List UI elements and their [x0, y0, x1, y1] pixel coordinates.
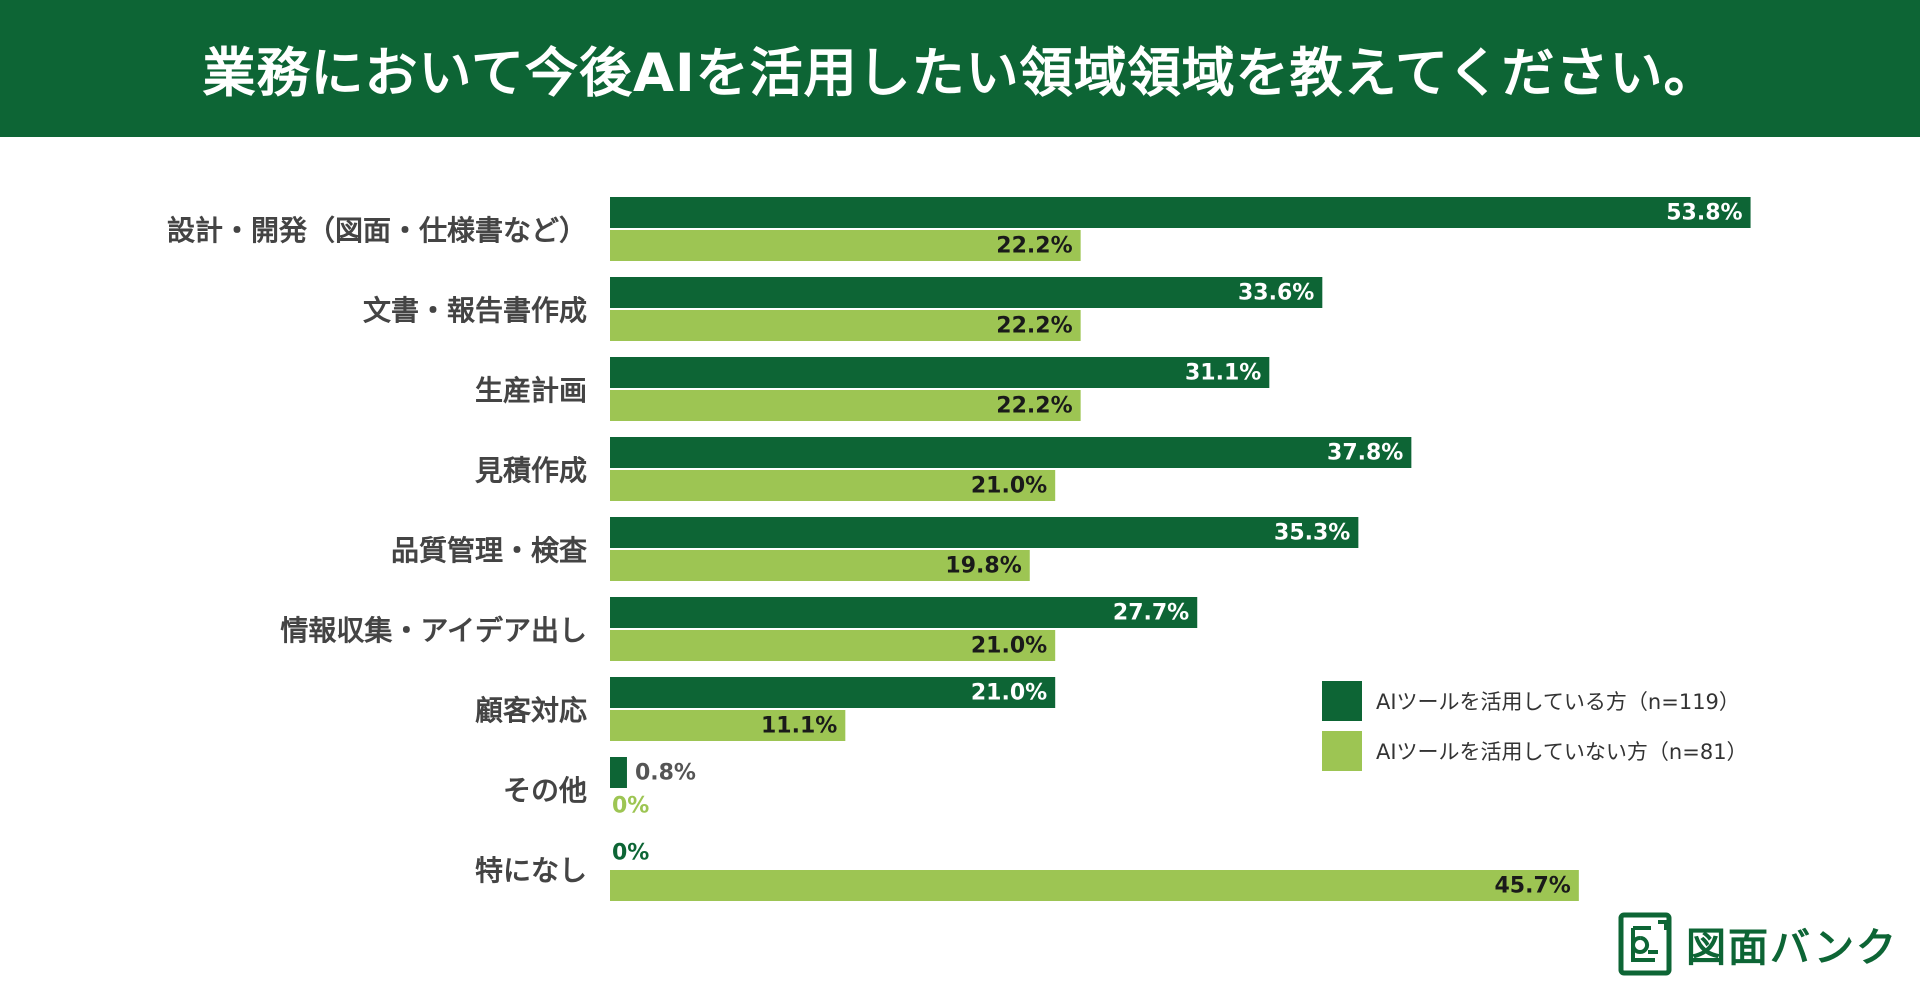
- bar-users: [610, 757, 627, 788]
- value-label-users: 33.6%: [1238, 281, 1314, 306]
- category-label: 顧客対応: [475, 694, 587, 727]
- category-label: 情報収集・アイデア出し: [280, 614, 587, 647]
- category-label: 文書・報告書作成: [363, 294, 587, 327]
- value-label-users: 0.8%: [635, 761, 696, 786]
- value-label-nonusers: 11.1%: [761, 714, 837, 739]
- legend-item-users: AIツールを活用している方（n=119）: [1322, 680, 1748, 722]
- bar-nonusers: [610, 870, 1579, 901]
- bar-nonusers: [610, 550, 1030, 581]
- legend-swatch-nonusers: [1322, 731, 1362, 771]
- value-label-users: 31.1%: [1185, 361, 1261, 386]
- value-label-nonusers: 22.2%: [996, 234, 1072, 259]
- bar-users: [610, 277, 1323, 308]
- value-label-nonusers: 22.2%: [996, 314, 1072, 339]
- value-label-nonusers: 21.0%: [971, 634, 1047, 659]
- legend-swatch-users: [1322, 681, 1362, 721]
- bar-users: [610, 357, 1270, 388]
- bar-nonusers: [610, 310, 1081, 341]
- legend-item-nonusers: AIツールを活用していない方（n=81）: [1322, 730, 1748, 772]
- bar-nonusers: [610, 470, 1056, 501]
- value-label-nonusers: 19.8%: [945, 554, 1021, 579]
- value-label-users: 35.3%: [1274, 521, 1350, 546]
- value-label-users: 53.8%: [1666, 201, 1742, 226]
- bar-nonusers: [610, 710, 846, 741]
- bar-users: [610, 437, 1412, 468]
- drawing-bank-logo-icon: [1618, 912, 1672, 976]
- value-label-users: 27.7%: [1113, 601, 1189, 626]
- category-label: 設計・開発（図面・仕様書など）: [167, 214, 587, 247]
- category-label: その他: [503, 774, 587, 807]
- value-label-nonusers: 21.0%: [971, 474, 1047, 499]
- category-label: 見積作成: [475, 454, 587, 487]
- category-label: 特になし: [475, 854, 587, 887]
- category-label: 生産計画: [475, 374, 587, 407]
- value-label-users: 21.0%: [971, 681, 1047, 706]
- legend-label-users: AIツールを活用している方（n=119）: [1376, 690, 1740, 714]
- value-label-nonusers: 0%: [612, 794, 649, 819]
- bar-nonusers: [610, 390, 1081, 421]
- chart-legend: AIツールを活用している方（n=119） AIツールを活用していない方（n=81…: [1322, 680, 1748, 780]
- page-title: 業務において今後AIを活用したい領域領域を教えてください。: [202, 42, 1718, 104]
- bar-users: [610, 677, 1056, 708]
- legend-label-nonusers: AIツールを活用していない方（n=81）: [1376, 740, 1748, 764]
- value-label-users: 37.8%: [1327, 441, 1403, 466]
- bar-users: [610, 197, 1751, 228]
- category-label: 品質管理・検査: [391, 534, 587, 567]
- value-label-nonusers: 45.7%: [1495, 874, 1571, 899]
- bar-users: [610, 597, 1198, 628]
- brand-logo: 図面バンク: [1618, 912, 1898, 976]
- title-banner: 業務において今後AIを活用したい領域領域を教えてください。: [0, 0, 1920, 137]
- bar-users: [610, 517, 1359, 548]
- value-label-users: 0%: [612, 841, 649, 866]
- value-label-nonusers: 22.2%: [996, 394, 1072, 419]
- bar-nonusers: [610, 630, 1056, 661]
- bar-nonusers: [610, 230, 1081, 261]
- brand-name: 図面バンク: [1686, 925, 1898, 971]
